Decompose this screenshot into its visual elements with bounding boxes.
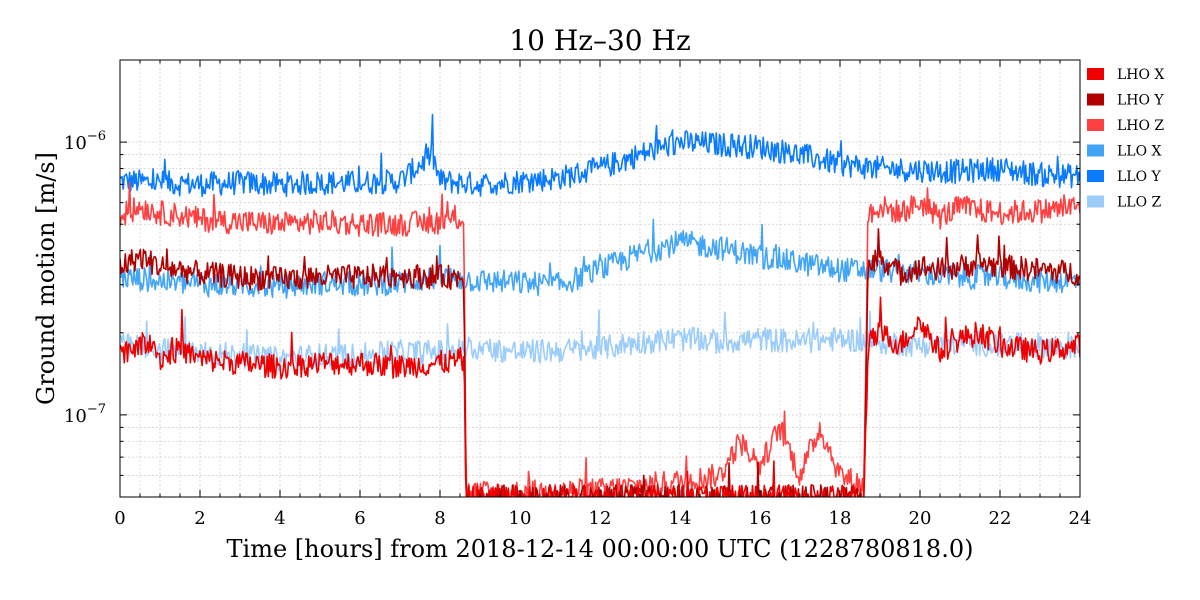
legend-label: LHO X: [1117, 67, 1164, 83]
x-tick-label: 10: [509, 508, 532, 529]
y-tick-label-exponent: −7: [87, 402, 106, 417]
y-tick-label: 10−6: [64, 129, 106, 154]
series-line-lho-x: [120, 296, 1080, 497]
x-tick-label: 20: [909, 508, 932, 529]
y-axis-label: Ground motion [m/s]: [32, 152, 60, 405]
y-tick-label: 10−7: [64, 402, 106, 427]
series-line-llo-z: [120, 309, 1080, 372]
x-tick-label: 2: [194, 508, 205, 529]
chart-title: 10 Hz–30 Hz: [509, 24, 690, 57]
x-tick-label: 18: [829, 508, 852, 529]
x-tick-label: 14: [669, 508, 692, 529]
y-tick-label-base: 10: [64, 406, 87, 427]
legend-swatch: [1087, 68, 1104, 80]
x-tick-label: 0: [114, 508, 125, 529]
x-tick-label: 8: [434, 508, 445, 529]
y-tick-label-base: 10: [64, 133, 87, 154]
y-tick-label-exponent: −6: [87, 129, 106, 144]
legend-label: LLO Y: [1117, 169, 1162, 185]
legend-swatch: [1087, 119, 1104, 131]
series-line-llo-y: [120, 113, 1080, 198]
legend-swatch: [1087, 195, 1104, 208]
legend-label: LHO Z: [1117, 118, 1164, 134]
x-tick-label: 4: [274, 508, 285, 529]
legend-swatch: [1087, 170, 1104, 182]
legend: LHO X LHO Y LHO Z LLO X LLO Y LLO Z: [1087, 67, 1164, 211]
legend-swatch: [1087, 144, 1104, 157]
x-tick-label: 6: [354, 508, 365, 529]
x-tick-label: 22: [989, 508, 1012, 529]
legend-label: LLO X: [1117, 144, 1162, 160]
legend-swatch: [1087, 93, 1104, 106]
x-axis-label: Time [hours] from 2018-12-14 00:00:00 UT…: [227, 535, 974, 563]
x-tick-label: 12: [589, 508, 612, 529]
x-tick-label: 16: [749, 508, 772, 529]
x-tick-label: 24: [1069, 508, 1092, 529]
legend-label: LLO Z: [1117, 195, 1162, 211]
legend-label: LHO Y: [1117, 93, 1164, 109]
series-line-lho-z: [120, 181, 1080, 497]
